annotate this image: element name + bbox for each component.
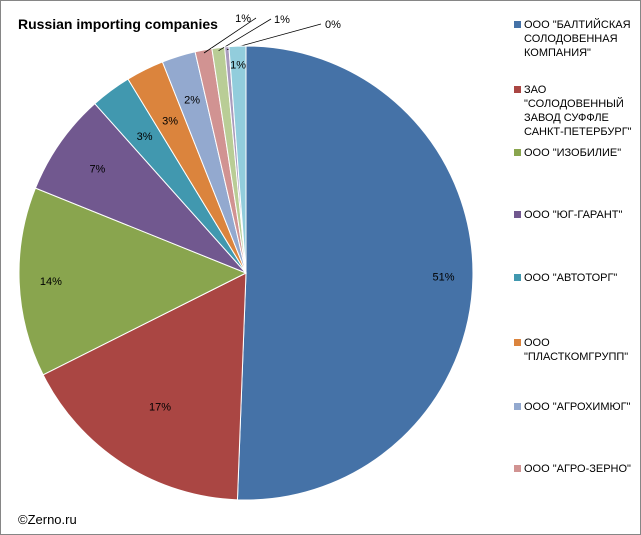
legend-swatch <box>514 149 521 156</box>
legend-swatch <box>514 21 521 28</box>
legend-label: ООО "ИЗОБИЛИЕ" <box>524 147 622 159</box>
pie-slice <box>228 45 247 274</box>
pie-slice <box>42 272 247 501</box>
legend-swatch <box>514 339 521 346</box>
legend-item: ЗАО "СОЛОДОВЕННЫЙ ЗАВОД СУФФЛЕ САНКТ-ПЕТ… <box>514 83 638 139</box>
slice-data-label: 3% <box>137 131 153 143</box>
legend-label: ООО "ЮГ-ГАРАНТ" <box>524 209 623 221</box>
legend-label: ООО "БАЛТИЙСКАЯ СОЛОДОВЕННАЯ КОМПАНИЯ" <box>524 19 631 59</box>
legend-swatch <box>514 403 521 410</box>
leader-line <box>218 18 272 52</box>
pie-slice <box>34 102 247 274</box>
pie-slice <box>18 187 248 376</box>
slice-data-label: 1% <box>274 14 290 26</box>
legend-item: ООО "АГРОХИМЮГ" <box>514 400 638 414</box>
legend-swatch <box>514 86 521 93</box>
legend-label: ООО "АГРОХИМЮГ" <box>524 401 631 413</box>
legend-label: ООО "АВТОТОРГ" <box>524 272 618 284</box>
legend-item: ООО "ПЛАСТКОМГРУПП" <box>514 336 638 364</box>
legend-item: ООО "АВТОТОРГ" <box>514 271 638 285</box>
pie-slice <box>236 45 474 501</box>
slice-data-label: 14% <box>40 276 62 288</box>
leader-line <box>226 23 322 51</box>
slice-data-label: 1% <box>230 59 246 71</box>
legend-label: ООО "ПЛАСТКОМГРУПП" <box>524 337 629 363</box>
legend-item: ООО "БАЛТИЙСКАЯ СОЛОДОВЕННАЯ КОМПАНИЯ" <box>514 18 638 60</box>
credit-text: ©Zerno.ru <box>18 512 77 527</box>
chart-title: Russian importing companies <box>18 16 218 32</box>
legend-swatch <box>514 465 521 472</box>
legend-item: ООО "АГРО-ЗЕРНО" <box>514 462 638 476</box>
legend-swatch <box>514 274 521 281</box>
slice-data-label: 17% <box>149 402 171 414</box>
slice-data-label: 3% <box>162 116 178 128</box>
slice-data-label: 51% <box>432 272 454 284</box>
slice-data-label: 0% <box>325 19 341 31</box>
leader-line <box>203 17 257 54</box>
legend-swatch <box>514 211 521 218</box>
slice-data-label: 7% <box>89 164 105 176</box>
slice-data-label: 1% <box>235 13 251 25</box>
slice-data-label: 2% <box>184 95 200 107</box>
legend-label: ЗАО "СОЛОДОВЕННЫЙ ЗАВОД СУФФЛЕ САНКТ-ПЕТ… <box>524 84 632 138</box>
legend-item: ООО "ИЗОБИЛИЕ" <box>514 146 638 160</box>
legend-item: ООО "ЮГ-ГАРАНТ" <box>514 208 638 222</box>
legend-label: ООО "АГРО-ЗЕРНО" <box>524 463 631 475</box>
